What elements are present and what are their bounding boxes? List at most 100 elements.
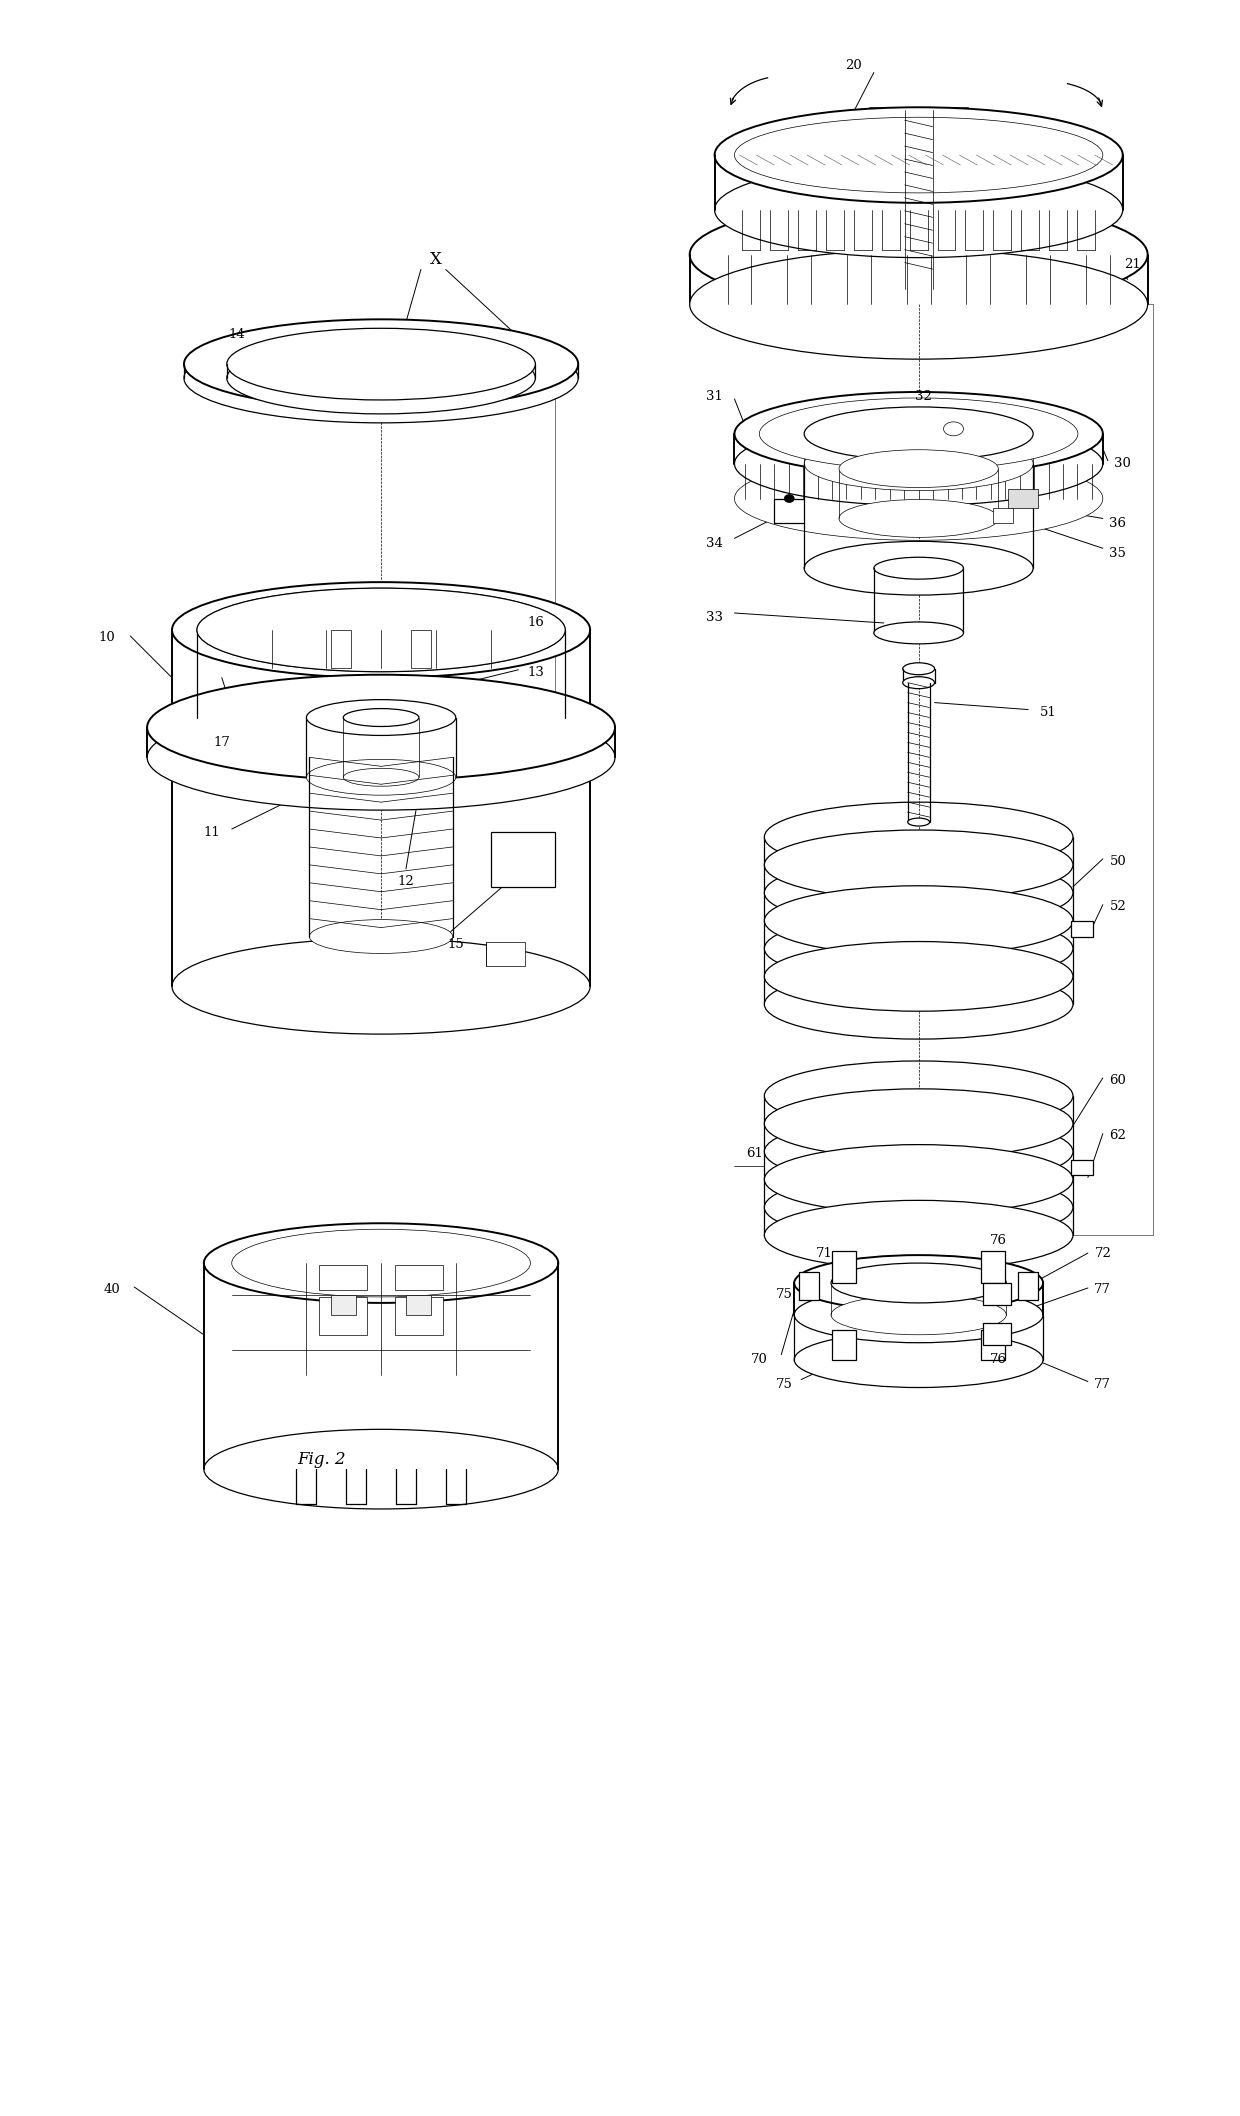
Text: 52: 52: [1110, 899, 1126, 914]
Ellipse shape: [227, 328, 536, 400]
Ellipse shape: [784, 495, 794, 501]
Ellipse shape: [831, 1295, 1007, 1335]
Bar: [1071, 1160, 1092, 1176]
Ellipse shape: [203, 1428, 558, 1509]
Ellipse shape: [794, 1331, 1043, 1388]
Ellipse shape: [172, 582, 590, 677]
Ellipse shape: [734, 457, 1102, 540]
Text: 31: 31: [706, 391, 723, 404]
Ellipse shape: [903, 662, 935, 675]
Text: 70: 70: [751, 1352, 768, 1367]
Ellipse shape: [764, 1117, 1073, 1187]
Ellipse shape: [874, 557, 963, 580]
Bar: [981, 1251, 1006, 1282]
Text: 21: 21: [1125, 258, 1141, 271]
Bar: [486, 942, 526, 967]
Bar: [410, 631, 430, 669]
Text: 75: 75: [776, 1378, 792, 1390]
Text: 17: 17: [213, 736, 231, 749]
Ellipse shape: [831, 1263, 1007, 1303]
Text: 77: 77: [1095, 1378, 1111, 1390]
Ellipse shape: [764, 1200, 1073, 1270]
Ellipse shape: [148, 705, 615, 810]
Ellipse shape: [714, 108, 1122, 203]
Bar: [1071, 920, 1092, 937]
Text: X: X: [430, 252, 441, 269]
Ellipse shape: [805, 542, 1033, 595]
Bar: [491, 832, 556, 887]
Ellipse shape: [203, 1223, 558, 1303]
Ellipse shape: [689, 250, 1148, 360]
Ellipse shape: [805, 406, 1033, 461]
Text: 20: 20: [846, 59, 862, 72]
Ellipse shape: [197, 675, 565, 760]
Ellipse shape: [714, 163, 1122, 258]
Bar: [320, 1297, 367, 1335]
Text: 61: 61: [746, 1147, 763, 1160]
Bar: [983, 1322, 1012, 1344]
Text: 34: 34: [706, 537, 723, 550]
Ellipse shape: [172, 940, 590, 1035]
Text: Fig. 2: Fig. 2: [298, 1452, 346, 1469]
Ellipse shape: [764, 969, 1073, 1039]
Ellipse shape: [764, 887, 1073, 956]
Ellipse shape: [764, 1172, 1073, 1242]
Bar: [993, 508, 1013, 523]
Ellipse shape: [306, 700, 456, 736]
Bar: [405, 1295, 430, 1314]
Ellipse shape: [908, 819, 930, 825]
Text: 33: 33: [706, 612, 723, 624]
Ellipse shape: [759, 398, 1078, 470]
Text: 40: 40: [104, 1284, 120, 1297]
Text: 75: 75: [776, 1289, 792, 1301]
Bar: [1018, 1272, 1038, 1299]
Ellipse shape: [764, 829, 1073, 899]
Ellipse shape: [839, 499, 998, 537]
Ellipse shape: [764, 1090, 1073, 1160]
Text: 62: 62: [1110, 1130, 1126, 1143]
Ellipse shape: [714, 207, 1122, 303]
Text: 50: 50: [1110, 855, 1126, 868]
Ellipse shape: [805, 436, 1033, 491]
Bar: [396, 1297, 443, 1335]
Text: 14: 14: [228, 328, 246, 341]
Ellipse shape: [227, 343, 536, 415]
Text: 71: 71: [816, 1246, 832, 1259]
Text: 51: 51: [1039, 707, 1056, 719]
Text: 76: 76: [990, 1352, 1007, 1367]
Ellipse shape: [343, 768, 419, 787]
Bar: [396, 1265, 443, 1291]
Text: 32: 32: [915, 391, 932, 404]
Text: 12: 12: [398, 876, 414, 889]
Bar: [981, 1329, 1006, 1361]
Ellipse shape: [306, 760, 456, 796]
Ellipse shape: [764, 1060, 1073, 1130]
Ellipse shape: [734, 116, 1102, 193]
Ellipse shape: [764, 914, 1073, 984]
Ellipse shape: [734, 391, 1102, 476]
Text: 35: 35: [1110, 546, 1126, 561]
Ellipse shape: [232, 1229, 531, 1297]
Text: 16: 16: [527, 616, 544, 628]
Text: 11: 11: [203, 825, 221, 838]
Text: 30: 30: [1115, 457, 1131, 470]
Ellipse shape: [343, 709, 419, 726]
Bar: [832, 1251, 856, 1282]
Ellipse shape: [874, 622, 963, 643]
Text: 60: 60: [1110, 1075, 1126, 1088]
Text: 76: 76: [990, 1234, 1007, 1246]
Ellipse shape: [903, 677, 935, 688]
Ellipse shape: [197, 588, 565, 671]
Ellipse shape: [734, 421, 1102, 506]
Ellipse shape: [839, 451, 998, 487]
Ellipse shape: [689, 199, 1148, 309]
Ellipse shape: [310, 920, 453, 954]
Bar: [331, 1295, 356, 1314]
Ellipse shape: [764, 802, 1073, 872]
Bar: [331, 631, 351, 669]
Ellipse shape: [944, 421, 963, 436]
Bar: [832, 1329, 856, 1361]
Text: 36: 36: [1110, 516, 1126, 529]
Bar: [1008, 489, 1038, 508]
Ellipse shape: [148, 675, 615, 781]
